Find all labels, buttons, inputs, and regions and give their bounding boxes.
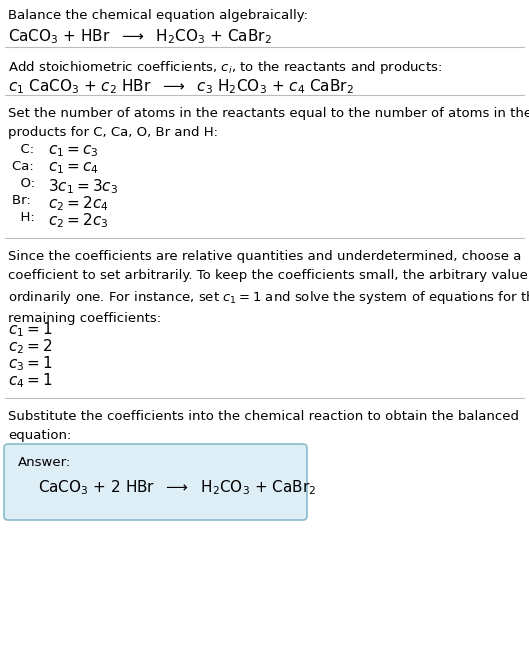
FancyBboxPatch shape [4,444,307,520]
Text: Add stoichiometric coefficients, $c_i$, to the reactants and products:: Add stoichiometric coefficients, $c_i$, … [8,59,442,76]
Text: $c_4 = 1$: $c_4 = 1$ [8,371,52,389]
Text: $c_1 = c_3$: $c_1 = c_3$ [48,143,98,159]
Text: H:: H: [12,211,39,224]
Text: $c_2 = 2 c_3$: $c_2 = 2 c_3$ [48,211,108,230]
Text: $c_3 = 1$: $c_3 = 1$ [8,354,52,373]
Text: $c_1 = 1$: $c_1 = 1$ [8,320,52,338]
Text: CaCO$_3$ + 2 HBr  $\longrightarrow$  H$_2$CO$_3$ + CaBr$_2$: CaCO$_3$ + 2 HBr $\longrightarrow$ H$_2$… [38,478,316,497]
Text: $c_2 = 2 c_4$: $c_2 = 2 c_4$ [48,194,108,213]
Text: Substitute the coefficients into the chemical reaction to obtain the balanced
eq: Substitute the coefficients into the che… [8,410,519,442]
Text: $c_1 = c_4$: $c_1 = c_4$ [48,160,99,176]
Text: $3 c_1 = 3 c_3$: $3 c_1 = 3 c_3$ [48,177,118,195]
Text: Ca:: Ca: [12,160,38,173]
Text: $c_1$ CaCO$_3$ + $c_2$ HBr  $\longrightarrow$  $c_3$ H$_2$CO$_3$ + $c_4$ CaBr$_2: $c_1$ CaCO$_3$ + $c_2$ HBr $\longrightar… [8,77,354,96]
Text: Set the number of atoms in the reactants equal to the number of atoms in the
pro: Set the number of atoms in the reactants… [8,107,529,139]
Text: CaCO$_3$ + HBr  $\longrightarrow$  H$_2$CO$_3$ + CaBr$_2$: CaCO$_3$ + HBr $\longrightarrow$ H$_2$CO… [8,27,272,46]
Text: Br:: Br: [12,194,35,207]
Text: C:: C: [12,143,39,156]
Text: Answer:: Answer: [18,456,71,469]
Text: Balance the chemical equation algebraically:: Balance the chemical equation algebraica… [8,9,308,22]
Text: Since the coefficients are relative quantities and underdetermined, choose a
coe: Since the coefficients are relative quan… [8,250,529,325]
Text: O:: O: [12,177,39,190]
Text: $c_2 = 2$: $c_2 = 2$ [8,337,52,356]
